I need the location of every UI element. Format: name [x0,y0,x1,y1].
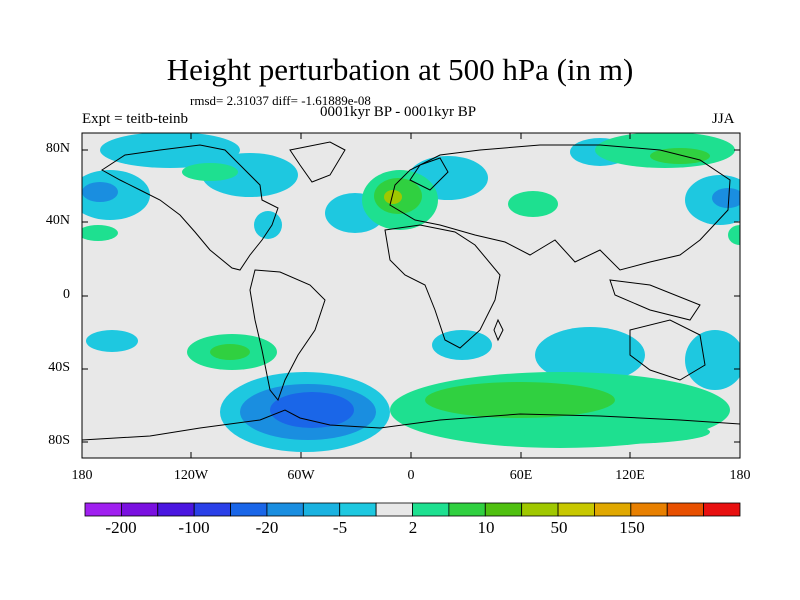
scandinavia-coast [409,157,449,191]
australia-coast [629,319,706,381]
colorbar-swatch [484,502,523,517]
anomaly-north-pacific-core [82,182,118,202]
greenland-coast [289,141,346,183]
anomaly-east-asia-core [712,188,740,208]
anomaly-east-pacific-green [728,225,740,245]
colorbar-swatch [521,502,559,517]
lat-tick-label: 80S [48,433,70,448]
colorbar-swatch [448,502,486,517]
colorbar-swatch [375,502,413,517]
colorbar-swatch [339,502,377,517]
anomaly-antarctic-green-east [520,420,710,444]
anomaly-south-pacific-green-core [210,344,250,360]
colorbar-swatch [193,502,231,517]
lon-tick-label: 120E [615,468,645,483]
rmsd-stats: rmsd= 2.31037 diff= -1.61889e-08 [190,93,371,108]
lat-tick-label: 0 [63,287,70,302]
colorbar-label: -100 [178,518,210,537]
coastlines [82,141,740,441]
colorbar-label: 150 [619,518,645,537]
colorbar-swatch [630,502,668,517]
season-label: JJA [712,111,735,127]
colorbar-label: -20 [255,518,279,537]
lon-tick-label: 60E [509,468,533,483]
colorbar-swatch [666,502,705,517]
lat-tick-label: 40S [48,360,70,375]
colorbar-swatch [302,502,341,517]
southeast-asia-coast [609,279,701,321]
colorbar [84,502,741,517]
eurasia-coast [389,144,731,271]
colorbar-label: 2 [408,518,418,537]
anomaly-australia-east [685,330,740,390]
lon-tick-label: 60W [287,468,315,483]
colorbar-swatch [594,502,632,517]
lon-tick-label: 0 [407,468,415,483]
experiment-label: Expt = teitb-teinb [82,111,188,127]
colorbar-swatch [157,502,195,517]
colorbar-swatch [412,502,450,517]
figure-title: Height perturbation at 500 hPa (in m) [166,52,634,87]
colorbar-swatch [557,502,595,517]
lon-tick-label: 180 [71,468,93,483]
lat-tick-label: 40N [45,213,70,228]
anomaly-south-atlantic [432,330,492,360]
anomaly-siberia-core [650,148,710,164]
period-label: 0001kyr BP - 0001kyr BP [320,104,477,120]
colorbar-swatch [703,502,741,517]
antarctica-coast [82,409,740,441]
colorbar-swatch [120,502,159,517]
anomaly-europe-core [384,190,402,204]
north-america-coast [101,144,279,271]
lon-tick-label: 180 [729,468,751,483]
anomaly-southern-ocean-core [270,392,354,428]
colorbar-label: 50 [550,518,568,537]
colorbar-swatch [266,502,304,517]
anomaly-east-us [254,211,282,239]
anomaly-central-asia [508,191,558,217]
south-america-coast [249,269,326,402]
anomaly-west-pacific-green [82,225,118,241]
lat-tick-label: 80N [45,141,70,156]
anomaly-antarctic-green-core [425,382,615,418]
axis-ticks [81,133,741,458]
anomaly-north-pacific-arctic [100,133,240,168]
colorbar-swatch [230,502,268,517]
anomaly-south-pacific-west [86,330,138,352]
anomaly-indian-ocean-south [535,327,645,383]
madagascar-coast [493,318,504,342]
colorbar-label: -5 [332,518,348,537]
anomaly-greenland-green [182,163,238,181]
contour-field [82,133,740,452]
colorbar-label: 10 [477,518,495,537]
colorbar-label: -200 [105,518,137,537]
lon-tick-label: 120W [173,468,209,483]
africa-coast [384,224,501,349]
colorbar-swatch [84,502,122,517]
